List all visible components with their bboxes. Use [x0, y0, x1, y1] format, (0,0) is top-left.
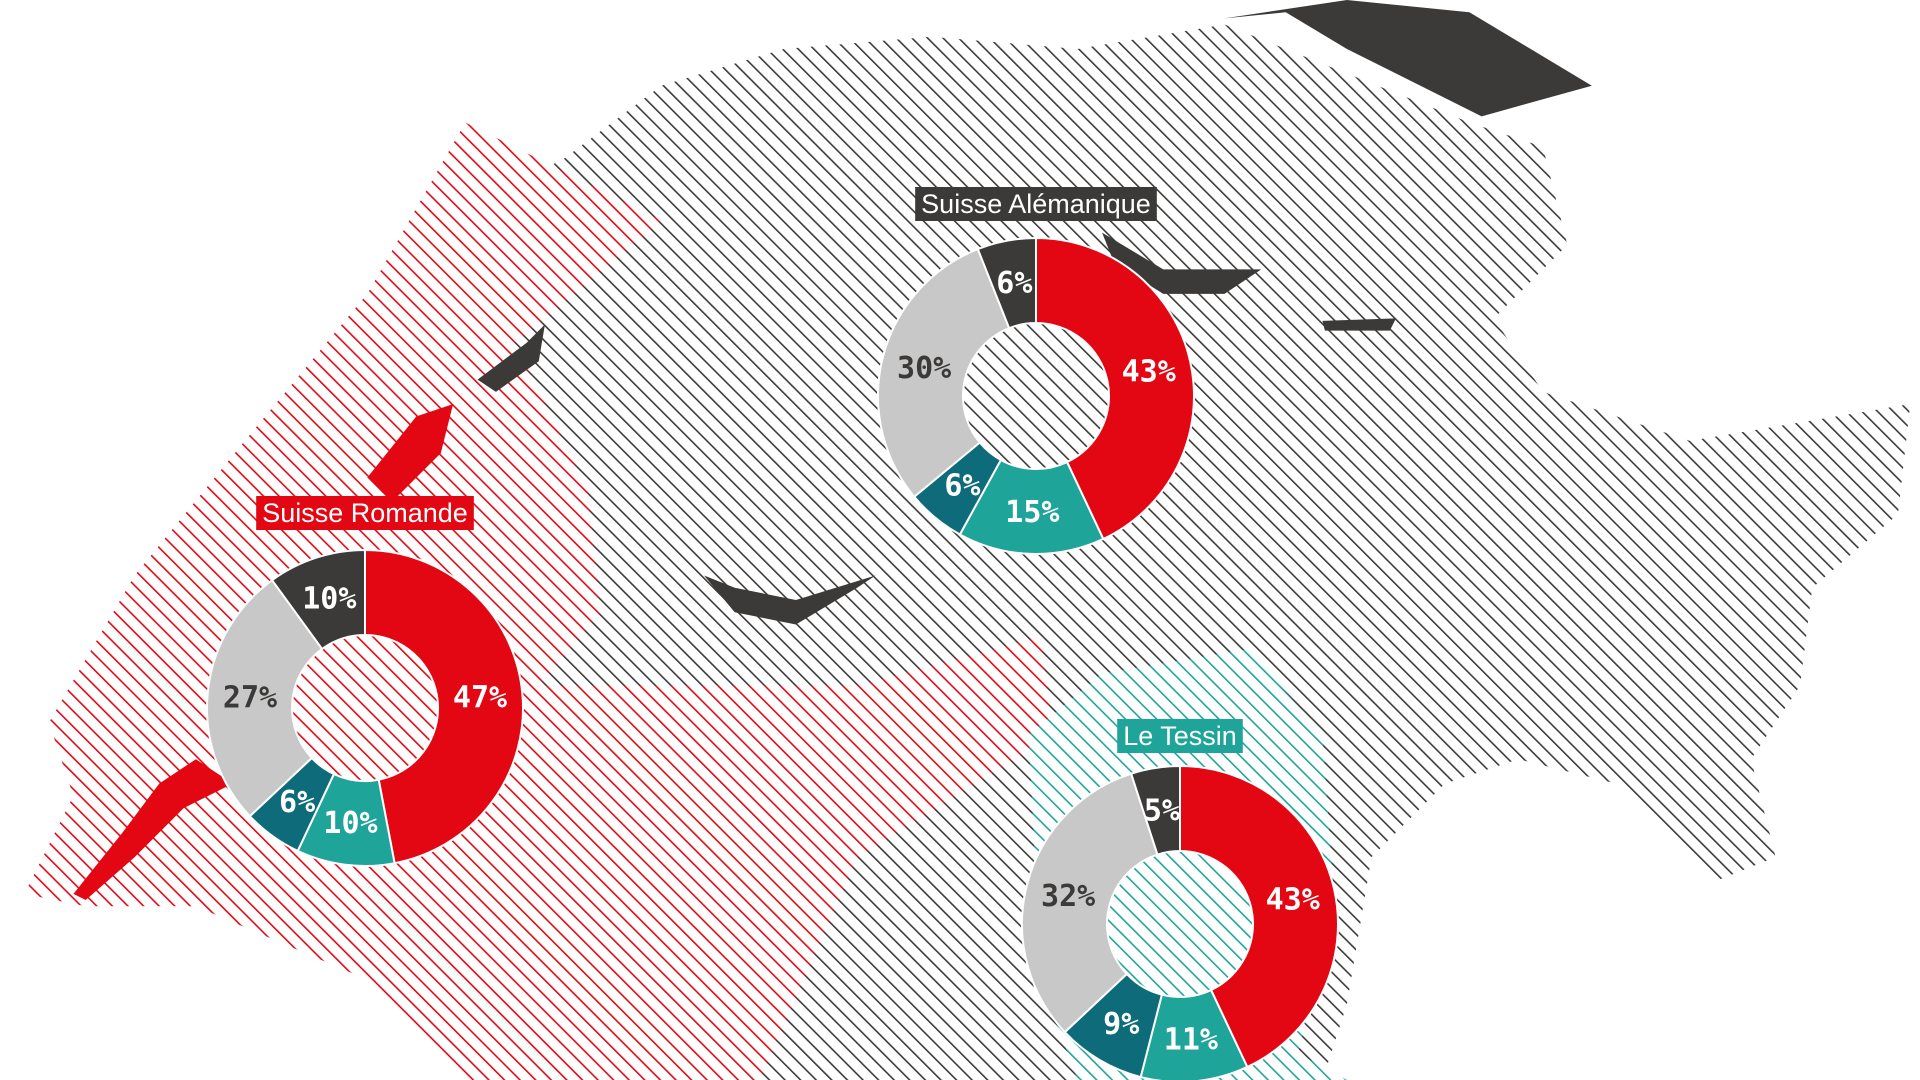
donut-segment — [270, 548, 366, 651]
value-label: 15% — [1005, 495, 1059, 530]
value-label: 32% — [1041, 879, 1095, 914]
lake — [1224, 0, 1592, 117]
lake — [367, 404, 454, 503]
donut-chart: 43% 11% 9% 32% 5% Le Tessin — [1021, 719, 1339, 1080]
lake — [477, 324, 545, 392]
value-label: 30% — [897, 351, 951, 386]
value-label: 6% — [279, 785, 315, 820]
region-label-background — [1117, 719, 1243, 753]
donut-charts: 43%15%6%30%6%Suisse Alémanique47%10%6%27… — [206, 187, 1339, 1080]
value-label: 6% — [996, 266, 1032, 301]
donut-segment — [877, 247, 1011, 499]
value-label: 10% — [302, 582, 356, 617]
lake — [704, 575, 876, 625]
lake — [73, 759, 233, 901]
donut-segment — [1179, 764, 1339, 1069]
map-background — [24, 0, 1911, 1080]
donut-segment — [1129, 764, 1181, 856]
donut-segment — [958, 458, 1105, 555]
value-label: 47% — [453, 681, 507, 716]
value-label: 11% — [1164, 1022, 1218, 1057]
donut-segment — [1035, 236, 1195, 541]
value-label: 10% — [323, 806, 377, 841]
donut-segment — [206, 578, 324, 818]
value-label: 43% — [1266, 882, 1320, 917]
value-label: 43% — [1122, 354, 1176, 389]
lake — [1322, 318, 1396, 331]
region-label: Le Tessin — [1123, 721, 1237, 751]
donut-chart: 43% 15% 6% 30% 6% Suisse Alémanique — [877, 187, 1195, 555]
value-label: 5% — [1144, 793, 1180, 828]
donut-segment — [976, 236, 1037, 330]
region-label-background — [915, 187, 1157, 221]
region-label: Suisse Alémanique — [921, 189, 1151, 219]
donut-chart: 47%10%6%27%10%Suisse Romande — [206, 496, 524, 867]
donut-segment — [364, 548, 524, 865]
value-label: 9% — [1103, 1007, 1139, 1042]
value-label: 6% — [944, 468, 980, 503]
region-label: Suisse Romande — [262, 498, 468, 528]
value-label: 27% — [223, 681, 277, 716]
region-label-background — [256, 496, 474, 530]
donut-segment — [1021, 772, 1159, 1034]
